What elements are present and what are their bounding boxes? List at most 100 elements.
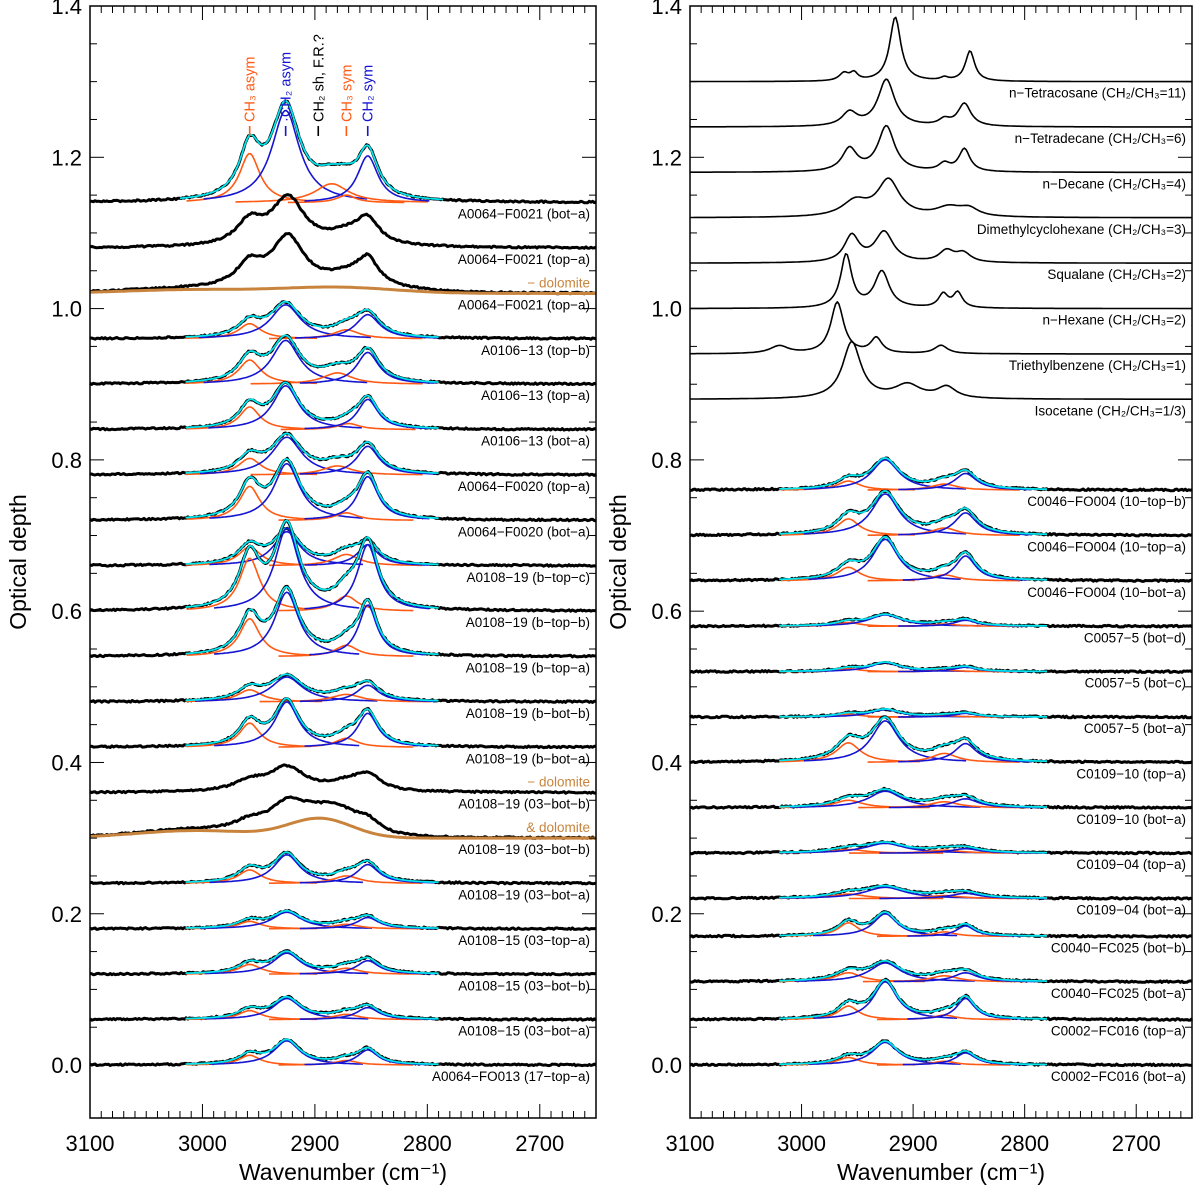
band-label: CH₂ sym	[361, 65, 377, 122]
fit-component-ch2	[304, 155, 430, 202]
spectrum-line	[690, 340, 1192, 400]
fit-total-line	[779, 959, 1047, 982]
series-label: A0064−F0021 (top−a)	[458, 252, 590, 267]
dolomite-label: − dolomite	[527, 775, 590, 790]
fit-component-ch2	[898, 742, 1032, 763]
fit-component-ch2	[203, 339, 368, 384]
fit-component-ch2	[299, 863, 435, 884]
fit-total-line	[779, 841, 1048, 854]
band-label: ·CH₂ asym	[279, 52, 295, 122]
series-label: C0109−04 (bot−a)	[1076, 903, 1186, 918]
y-tick-label: 0.8	[651, 448, 682, 473]
y-tick-label: 0.8	[51, 448, 82, 473]
fit-total-line	[779, 489, 1047, 536]
fit-component-ch2	[198, 304, 371, 339]
series-label: A0064−F0021 (top−a)	[458, 297, 590, 312]
fit-component-ch3	[186, 722, 312, 748]
y-tick-label: 0.0	[651, 1053, 682, 1078]
fit-total-line	[779, 708, 1047, 718]
y-tick-label: 0.2	[651, 902, 682, 927]
y-tick-label: 0.4	[51, 750, 82, 775]
series-label: A0108−19 (b−bot−a)	[466, 751, 590, 766]
series-label: A0064−F0020 (top−a)	[458, 479, 590, 494]
x-tick-label: 2700	[515, 1131, 564, 1156]
fit-component-ch3	[186, 406, 312, 430]
fit-component-ch3	[867, 527, 1020, 536]
x-tick-label: 3100	[666, 1131, 715, 1156]
fit-component-ch3	[858, 801, 1029, 809]
fit-component-ch3	[235, 182, 428, 203]
fit-component-ch3	[877, 931, 1011, 938]
fit-total-line	[185, 697, 439, 747]
fit-component-ch3	[280, 422, 416, 431]
series-label: Squalane (CH₂/CH₃=2)	[1047, 267, 1186, 282]
fit-component-ch2	[295, 313, 439, 339]
fit-component-ch3	[269, 1013, 423, 1021]
x-tick-label: 2800	[403, 1131, 452, 1156]
x-tick-label: 2700	[1112, 1131, 1161, 1156]
series-label: C0002−FC016 (bot−a)	[1051, 1069, 1186, 1084]
plot-frame	[89, 5, 597, 1119]
series-label: A0106−13 (bot−a)	[481, 434, 590, 449]
y-axis-label: Optical depth	[5, 494, 31, 630]
fit-total-line	[779, 978, 1047, 1020]
spectrum-line	[690, 177, 1193, 219]
fit-component-ch3	[278, 1059, 414, 1066]
spectrum-line	[89, 193, 597, 250]
fit-component-ch2	[204, 952, 369, 975]
series-label: C0002−FC016 (top−a)	[1051, 1024, 1186, 1039]
fit-component-ch2	[813, 912, 958, 937]
fit-component-ch2	[902, 555, 1027, 581]
fit-component-ch2	[898, 472, 1032, 491]
fit-total-line	[779, 613, 1047, 627]
series-label: A0106−13 (top−b)	[481, 343, 590, 358]
series-label: C0046−FO004 (10−top−a)	[1027, 540, 1186, 555]
series-label: Dimethylcyclohexane (CH₂/CH₃=3)	[977, 222, 1186, 237]
fit-total-line	[779, 884, 1047, 899]
fit-total-line	[185, 851, 439, 884]
fit-total-line	[779, 535, 1048, 581]
fit-component-ch2	[214, 527, 360, 609]
fit-total-line	[185, 527, 439, 566]
series-label: A0108−19 (b−top−b)	[466, 615, 590, 630]
series-label: A0108−15 (03−bot−a)	[458, 1024, 590, 1039]
x-tick-label: 3100	[66, 1131, 115, 1156]
series-label: n−Hexane (CH₂/CH₃=2)	[1042, 313, 1186, 328]
series-label: C0057−5 (bot−d)	[1084, 630, 1186, 645]
fit-total-line	[779, 1040, 1047, 1066]
series-label: A0108−19 (b−top−c)	[467, 570, 590, 585]
series-label: A0106−13 (top−a)	[481, 388, 590, 403]
fit-total-line	[185, 432, 439, 474]
fit-component-ch3	[862, 975, 1026, 983]
fit-component-ch3	[259, 693, 432, 703]
series-label: A0064−F0021 (bot−a)	[458, 207, 590, 222]
dolomite-curve	[89, 816, 596, 840]
band-label: CH₃ sym	[339, 65, 355, 122]
series-label: C0040−FC025 (bot−a)	[1051, 986, 1186, 1001]
fit-total-line	[185, 950, 439, 975]
series-label: Isocetane (CH₂/CH₃=1/3)	[1035, 403, 1186, 418]
y-axis-label: Optical depth	[605, 494, 631, 630]
series-label: C0109−10 (top−a)	[1076, 766, 1186, 781]
fit-component-ch3	[278, 511, 414, 521]
fit-component-ch2	[794, 962, 976, 982]
fit-component-ch3	[269, 553, 423, 567]
series-label: C0046−FO004 (10−top−b)	[1027, 494, 1186, 509]
plot-frame	[689, 5, 1193, 1119]
x-tick-label: 2900	[889, 1131, 938, 1156]
series-label: A0108−19 (b−top−a)	[466, 661, 590, 676]
series-label: C0109−10 (bot−a)	[1076, 812, 1186, 827]
spectrum-line	[690, 124, 1192, 174]
fit-total-line	[779, 457, 1047, 491]
series-label: A0108−19 (b−bot−b)	[466, 706, 590, 721]
x-tick-label: 3000	[178, 1131, 227, 1156]
x-tick-label: 3000	[777, 1131, 826, 1156]
y-tick-label: 1.2	[651, 145, 682, 170]
series-label: n−Tetracosane (CH₂/CH₃=11)	[1009, 86, 1186, 101]
y-tick-label: 0.6	[51, 599, 82, 624]
fit-component-ch3	[269, 329, 423, 340]
y-tick-label: 1.4	[51, 0, 82, 19]
spectrum-line	[690, 78, 1192, 128]
fit-component-ch2	[803, 720, 967, 762]
